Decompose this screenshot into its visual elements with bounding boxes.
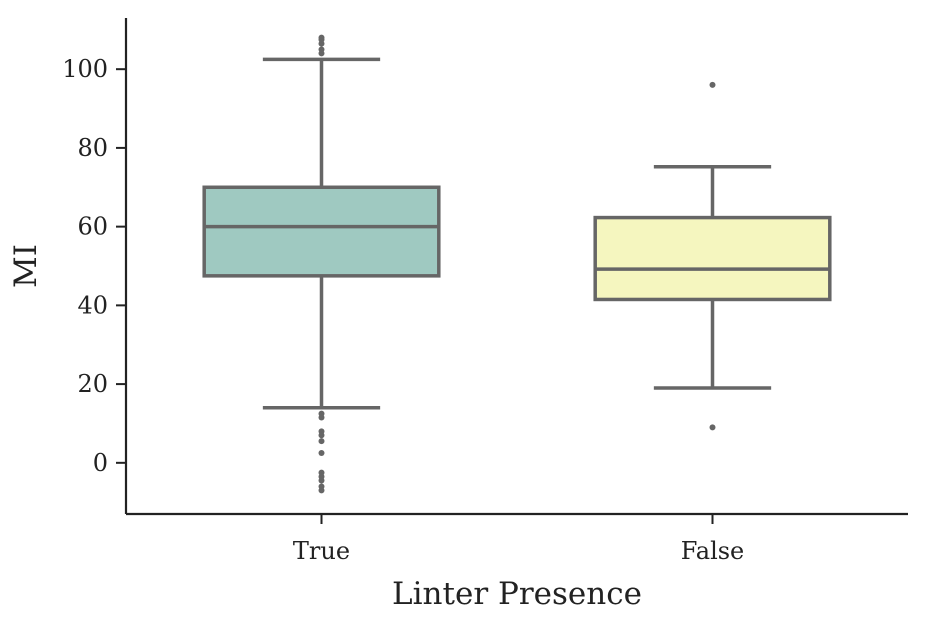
- iqr-box: [202, 185, 441, 278]
- iqr-box: [593, 215, 832, 302]
- y-tick-label: 20: [77, 370, 108, 398]
- outlier-point: [709, 424, 716, 431]
- outlier-point: [318, 414, 325, 421]
- outlier-point: [318, 432, 325, 439]
- outlier-point: [709, 81, 716, 88]
- outlier-point: [318, 487, 325, 494]
- y-tick-label: 40: [77, 291, 108, 319]
- outlier-point: [318, 46, 325, 53]
- y-axis: 0 20 40 60 80 100: [62, 18, 128, 514]
- box-true: [202, 34, 441, 494]
- box-false: [593, 81, 832, 431]
- boxes: [202, 34, 832, 494]
- outlier-point: [318, 438, 325, 445]
- outlier-point: [318, 34, 325, 41]
- outlier-point: [318, 477, 325, 484]
- y-tick-label: 80: [77, 134, 108, 162]
- x-axis-title: Linter Presence: [392, 576, 642, 612]
- x-tick-label: False: [681, 537, 745, 565]
- x-axis: True False: [126, 512, 908, 565]
- outlier-point: [318, 449, 325, 456]
- y-axis-title: MI: [8, 244, 44, 288]
- y-tick-label: 0: [93, 449, 108, 477]
- x-tick-label: True: [293, 537, 350, 565]
- y-tick-label: 60: [77, 213, 108, 241]
- y-tick-label: 100: [62, 55, 108, 83]
